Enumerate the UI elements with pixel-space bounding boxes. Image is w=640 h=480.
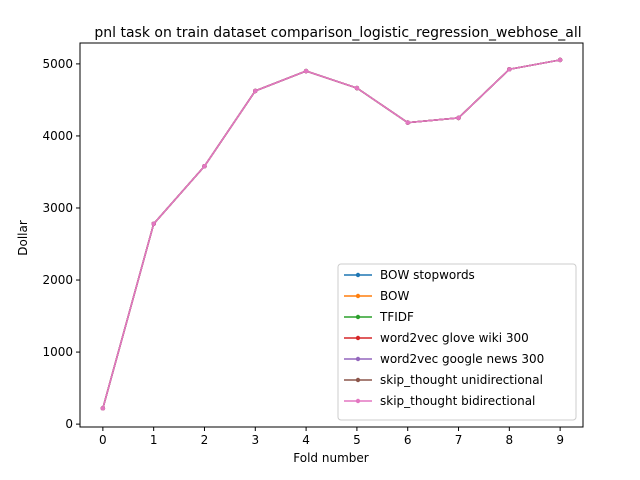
legend-marker xyxy=(355,272,361,278)
y-axis: 0 1000 2000 3000 4000 5000 xyxy=(42,57,80,431)
legend: BOW stopwords BOW TFIDF word2vec glove wiki… xyxy=(337,263,577,421)
x-tick-label: 4 xyxy=(302,433,310,447)
legend-label: skip_thought bidirectional xyxy=(380,394,535,408)
legend-label: BOW stopwords xyxy=(380,268,475,282)
axes-frame xyxy=(79,42,584,428)
x-axis-title: Fold number xyxy=(293,451,368,465)
legend-item: skip_thought bidirectional xyxy=(344,394,535,408)
legend-marker xyxy=(355,398,361,404)
series-line xyxy=(102,59,561,409)
x-tick-label: 7 xyxy=(455,433,463,447)
legend-marker xyxy=(355,335,361,341)
legend-label: word2vec google news 300 xyxy=(380,352,544,366)
y-tick-label: 0 xyxy=(65,417,73,431)
y-tick-label: 1000 xyxy=(42,345,73,359)
data-point xyxy=(303,68,309,74)
x-tick-label: 8 xyxy=(506,433,514,447)
y-tick-label: 4000 xyxy=(42,129,73,143)
data-point xyxy=(253,88,258,94)
legend-label: word2vec glove wiki 300 xyxy=(380,331,529,345)
data-point xyxy=(151,221,156,227)
plot-area xyxy=(79,42,584,428)
data-point xyxy=(456,115,461,121)
data-point xyxy=(557,57,563,63)
x-axis: 0 1 2 3 4 5 6 7 8 9 xyxy=(99,427,564,447)
legend-item: TFIDF xyxy=(344,310,414,324)
data-point xyxy=(507,67,512,72)
y-tick-label: 5000 xyxy=(42,57,73,71)
chart-title: pnl task on train dataset comparison_log… xyxy=(94,25,581,41)
data-point xyxy=(405,120,410,125)
legend-item: skip_thought unidirectional xyxy=(344,373,543,387)
data-point xyxy=(100,406,106,411)
legend-item: BOW xyxy=(344,289,409,303)
legend-label: skip_thought unidirectional xyxy=(380,373,543,387)
legend-item: BOW stopwords xyxy=(344,268,475,282)
legend-item: word2vec glove wiki 300 xyxy=(344,331,529,345)
legend-marker xyxy=(355,314,361,320)
x-tick-label: 3 xyxy=(251,433,259,447)
x-tick-label: 2 xyxy=(201,433,209,447)
legend-label: BOW xyxy=(380,289,409,303)
x-tick-label: 1 xyxy=(150,433,158,447)
y-tick-label: 2000 xyxy=(42,273,73,287)
series-6 xyxy=(100,57,563,411)
x-tick-label: 6 xyxy=(404,433,412,447)
y-tick-label: 3000 xyxy=(42,201,73,215)
legend-marker xyxy=(355,377,361,383)
x-tick-label: 5 xyxy=(353,433,361,447)
legend-item: word2vec google news 300 xyxy=(344,352,544,366)
legend-marker xyxy=(355,293,361,299)
legend-label: TFIDF xyxy=(379,310,414,324)
x-tick-label: 9 xyxy=(556,433,564,447)
legend-marker xyxy=(355,356,361,362)
y-axis-title: Dollar xyxy=(16,220,30,256)
data-point xyxy=(354,85,360,91)
data-point xyxy=(202,163,207,169)
x-tick-label: 0 xyxy=(99,433,107,447)
legend-box xyxy=(337,263,577,421)
